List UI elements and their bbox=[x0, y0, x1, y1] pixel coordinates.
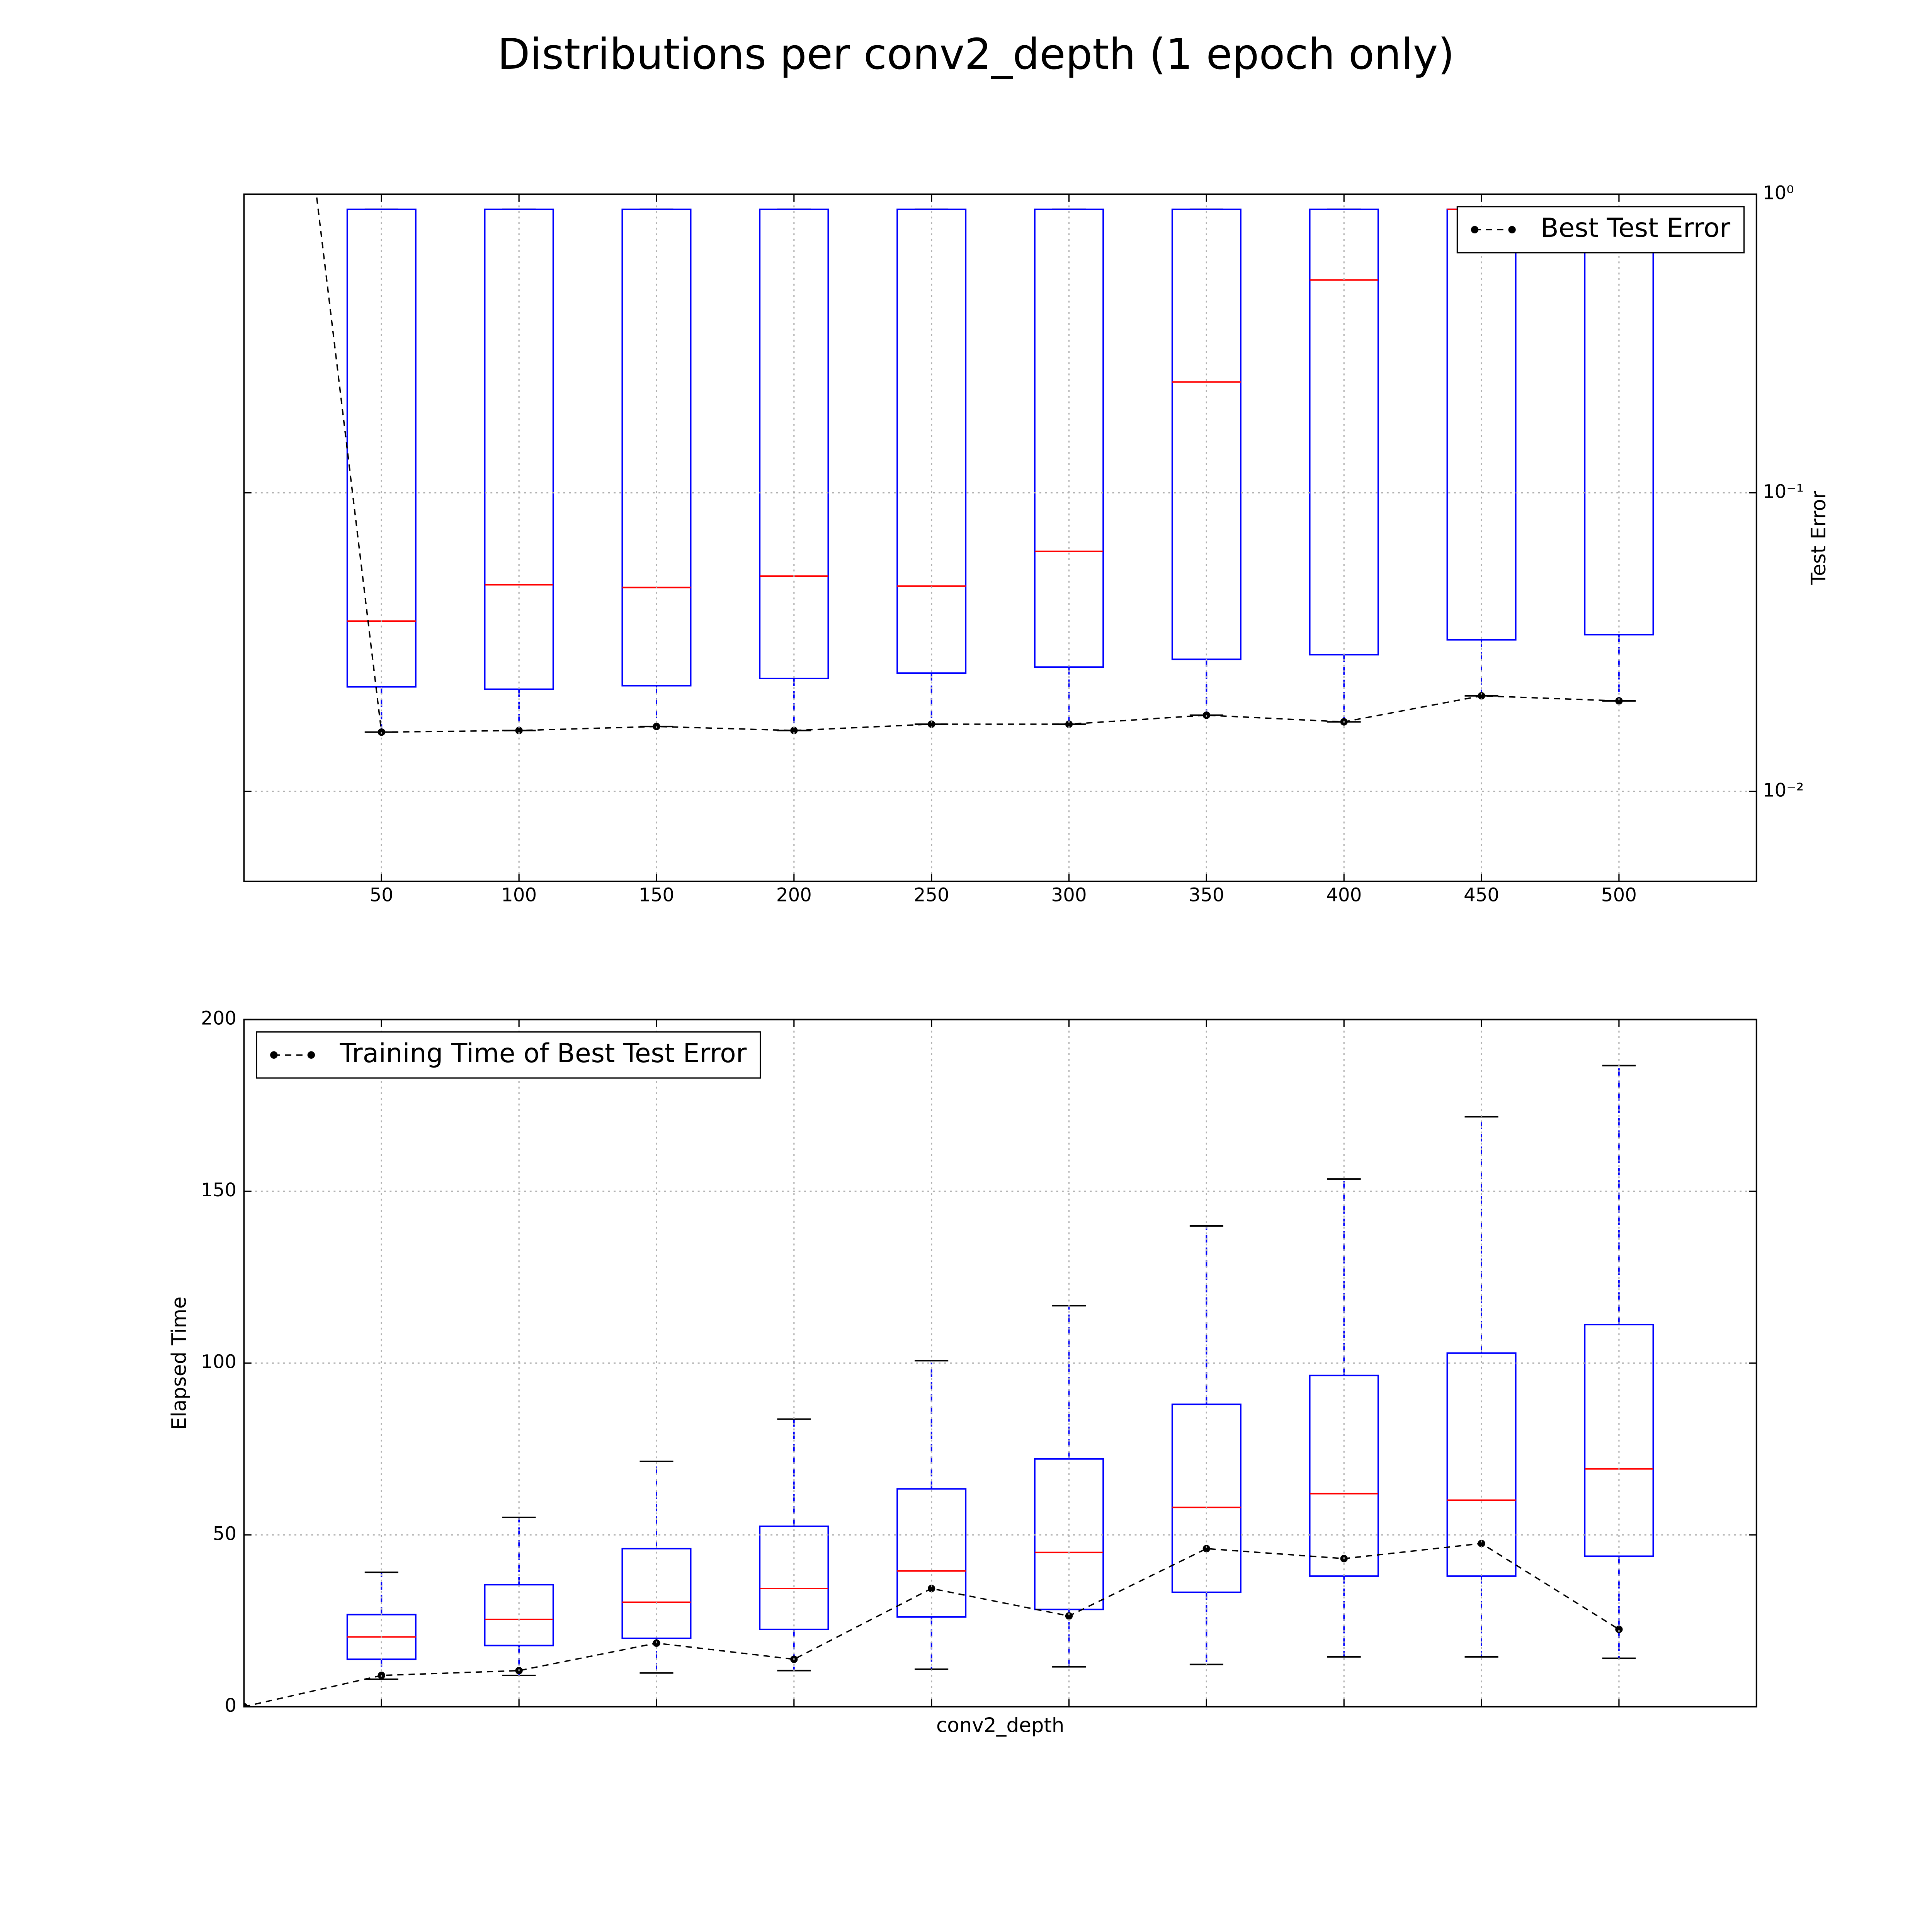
y-tick-label: 10⁰ bbox=[1763, 182, 1794, 204]
box bbox=[621, 1548, 692, 1639]
legend: Best Test Error bbox=[1456, 206, 1745, 253]
box bbox=[896, 208, 967, 674]
series-point bbox=[1478, 692, 1485, 700]
series-point bbox=[928, 720, 935, 728]
box bbox=[896, 1488, 967, 1618]
box bbox=[484, 208, 554, 690]
x-tick-label: 150 bbox=[639, 884, 674, 906]
y-tick-label: 0 bbox=[224, 1695, 236, 1716]
y-tick-label: 150 bbox=[201, 1179, 236, 1201]
box bbox=[1034, 208, 1104, 668]
series-point bbox=[790, 726, 798, 735]
x-tick-label: 500 bbox=[1601, 884, 1637, 906]
legend-swatch-dot bbox=[307, 1051, 315, 1059]
legend-box bbox=[1456, 206, 1745, 253]
box bbox=[759, 1526, 829, 1630]
legend-swatch-dot bbox=[1471, 226, 1479, 234]
plot-area bbox=[315, 194, 1654, 736]
y-tick-label: 200 bbox=[201, 1008, 236, 1029]
axes-frame bbox=[243, 193, 1757, 882]
axes-frame bbox=[243, 1019, 1757, 1708]
legend-text: Training Time of Best Test Error bbox=[340, 1038, 747, 1068]
y-axis-label: Test Error bbox=[1807, 490, 1830, 585]
series-point bbox=[515, 726, 523, 735]
y-tick-label: 10⁻¹ bbox=[1763, 481, 1804, 502]
box bbox=[621, 208, 692, 687]
axes: 50 100 150 200 250 300 350 400 450 500 10⁻² 10⁻¹ 10⁰… bbox=[243, 182, 1830, 906]
series-point bbox=[1615, 1626, 1623, 1633]
y-tick-label: 50 bbox=[213, 1523, 236, 1544]
legend: Training Time of Best Test Error bbox=[256, 1031, 761, 1079]
legend-text: Best Test Error bbox=[1541, 213, 1730, 243]
y-axis-label: Elapsed Time bbox=[168, 1296, 191, 1430]
box bbox=[1446, 1352, 1517, 1577]
x-tick-label: 100 bbox=[501, 884, 537, 906]
box bbox=[1309, 1374, 1379, 1577]
y-tick-label: 100 bbox=[201, 1351, 236, 1373]
x-tick-label: 250 bbox=[914, 884, 949, 906]
x-tick-label: 50 bbox=[370, 884, 393, 906]
series-point bbox=[1065, 720, 1073, 728]
legend-box bbox=[256, 1031, 761, 1079]
legend-swatch-dot bbox=[1508, 226, 1516, 234]
legend-swatch-dot bbox=[270, 1051, 278, 1059]
axes: 0 50 100 150 200 Elapsed Time conv2_depth Train… bbox=[168, 1008, 1757, 1737]
series-point bbox=[244, 1703, 248, 1707]
x-tick-label: 400 bbox=[1326, 884, 1362, 906]
box bbox=[1584, 1324, 1654, 1557]
box bbox=[759, 208, 829, 679]
series-point bbox=[928, 1585, 935, 1592]
series-point bbox=[1202, 1545, 1211, 1553]
x-tick-label: 200 bbox=[776, 884, 812, 906]
box bbox=[484, 1584, 554, 1646]
y-tick-label: 10⁻² bbox=[1763, 779, 1804, 801]
x-tick-label: 350 bbox=[1189, 884, 1224, 906]
x-tick-label: 450 bbox=[1464, 884, 1499, 906]
x-tick-label: 300 bbox=[1051, 884, 1087, 906]
series-point bbox=[1615, 697, 1623, 705]
figure-title: Distributions per conv2_depth (1 epoch o… bbox=[497, 29, 1454, 79]
series-point bbox=[1065, 1612, 1073, 1620]
x-axis-label: conv2_depth bbox=[936, 1714, 1065, 1737]
series-point bbox=[1478, 1539, 1485, 1548]
